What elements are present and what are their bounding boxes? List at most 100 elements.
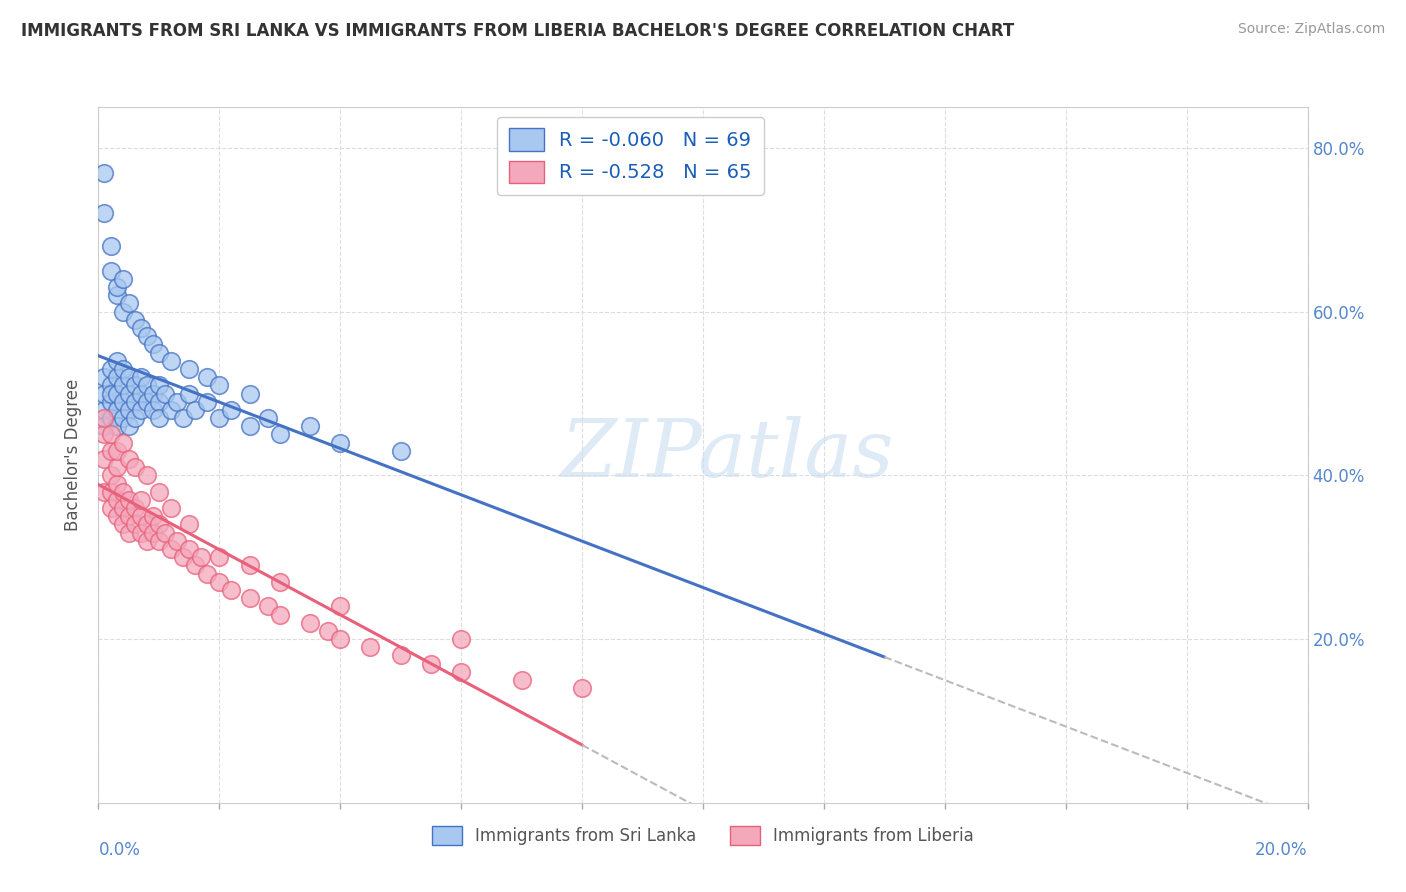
Point: [208, 574, 231, 589]
Point: [118, 403, 141, 417]
Text: 0.0%: 0.0%: [98, 841, 141, 859]
Point: [93, 386, 115, 401]
Point: [100, 443, 122, 458]
Point: [160, 353, 183, 368]
Point: [118, 492, 141, 507]
Point: [111, 378, 134, 392]
Point: [93, 411, 115, 425]
Point: [111, 484, 134, 499]
Point: [184, 558, 207, 573]
Point: [148, 378, 170, 392]
Point: [239, 591, 262, 606]
Point: [172, 411, 194, 425]
Point: [135, 533, 157, 548]
Point: [160, 501, 183, 516]
Point: [135, 378, 157, 392]
Point: [100, 427, 122, 442]
Point: [329, 632, 352, 646]
Point: [105, 353, 128, 368]
Point: [329, 435, 352, 450]
Point: [208, 411, 231, 425]
Text: IMMIGRANTS FROM SRI LANKA VS IMMIGRANTS FROM LIBERIA BACHELOR'S DEGREE CORRELATI: IMMIGRANTS FROM SRI LANKA VS IMMIGRANTS …: [21, 22, 1014, 40]
Point: [148, 394, 170, 409]
Point: [105, 288, 128, 302]
Point: [166, 533, 188, 548]
Point: [100, 386, 122, 401]
Point: [160, 403, 183, 417]
Point: [124, 378, 146, 392]
Point: [105, 492, 128, 507]
Point: [269, 574, 291, 589]
Point: [118, 525, 141, 540]
Point: [93, 370, 115, 384]
Point: [510, 673, 533, 687]
Point: [118, 419, 141, 434]
Point: [142, 386, 165, 401]
Point: [93, 452, 115, 467]
Point: [184, 403, 207, 417]
Point: [105, 509, 128, 524]
Point: [160, 542, 183, 557]
Legend: Immigrants from Sri Lanka, Immigrants from Liberia: Immigrants from Sri Lanka, Immigrants fr…: [423, 818, 983, 854]
Point: [129, 370, 152, 384]
Point: [195, 394, 218, 409]
Point: [124, 411, 146, 425]
Point: [100, 468, 122, 483]
Point: [208, 378, 231, 392]
Point: [129, 403, 152, 417]
Point: [124, 394, 146, 409]
Point: [389, 648, 412, 663]
Point: [142, 509, 165, 524]
Point: [124, 313, 146, 327]
Point: [93, 403, 115, 417]
Point: [239, 386, 262, 401]
Y-axis label: Bachelor's Degree: Bachelor's Degree: [65, 379, 83, 531]
Point: [105, 419, 128, 434]
Point: [208, 550, 231, 565]
Point: [105, 443, 128, 458]
Point: [124, 460, 146, 475]
Point: [100, 501, 122, 516]
Point: [100, 394, 122, 409]
Point: [148, 484, 170, 499]
Point: [148, 345, 170, 359]
Point: [93, 206, 115, 220]
Point: [190, 550, 212, 565]
Point: [100, 264, 122, 278]
Point: [179, 517, 201, 532]
Point: [269, 427, 291, 442]
Point: [142, 403, 165, 417]
Point: [111, 304, 134, 318]
Point: [100, 362, 122, 376]
Point: [172, 550, 194, 565]
Point: [100, 484, 122, 499]
Point: [118, 386, 141, 401]
Point: [179, 362, 201, 376]
Point: [571, 681, 593, 696]
Point: [239, 419, 262, 434]
Point: [129, 386, 152, 401]
Point: [148, 533, 170, 548]
Point: [135, 394, 157, 409]
Point: [111, 272, 134, 286]
Point: [179, 386, 201, 401]
Point: [129, 525, 152, 540]
Point: [179, 542, 201, 557]
Point: [93, 419, 115, 434]
Point: [316, 624, 339, 638]
Point: [256, 411, 278, 425]
Point: [124, 517, 146, 532]
Point: [195, 566, 218, 581]
Point: [420, 657, 443, 671]
Point: [105, 370, 128, 384]
Point: [111, 394, 134, 409]
Point: [153, 386, 176, 401]
Text: 20.0%: 20.0%: [1256, 841, 1308, 859]
Point: [153, 525, 176, 540]
Point: [129, 321, 152, 335]
Point: [129, 492, 152, 507]
Point: [269, 607, 291, 622]
Point: [118, 509, 141, 524]
Point: [111, 411, 134, 425]
Point: [93, 484, 115, 499]
